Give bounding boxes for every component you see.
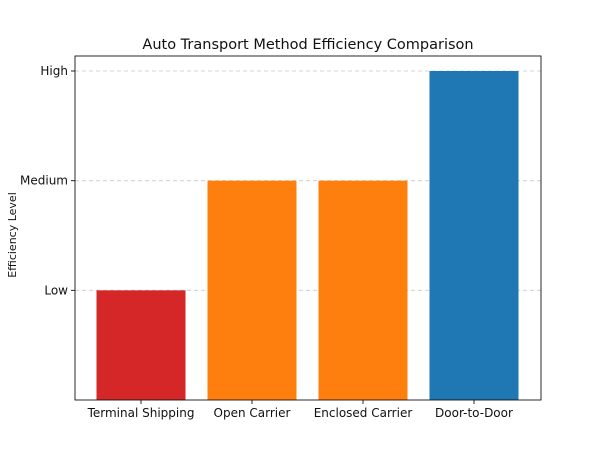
- bar: [96, 290, 186, 400]
- y-tick-label: High: [40, 64, 68, 78]
- x-tick-label: Enclosed Carrier: [314, 406, 413, 420]
- y-tick-label: Low: [44, 283, 68, 297]
- bar: [429, 71, 519, 400]
- x-tick-label: Open Carrier: [214, 406, 291, 420]
- y-axis-label: Efficiency Level: [6, 192, 19, 278]
- bar: [207, 180, 297, 400]
- x-tick-label: Door-to-Door: [435, 406, 513, 420]
- x-tick-label: Terminal Shipping: [87, 406, 195, 420]
- y-axis-ticks: Low Medium High: [20, 64, 75, 297]
- bars: [96, 71, 519, 400]
- x-axis-ticks: Terminal Shipping Open Carrier Enclosed Ca…: [87, 400, 513, 420]
- y-tick-label: Medium: [20, 174, 68, 188]
- bar: [318, 180, 408, 400]
- chart-title: Auto Transport Method Efficiency Compari…: [142, 37, 473, 53]
- plot-frame: [74, 55, 542, 401]
